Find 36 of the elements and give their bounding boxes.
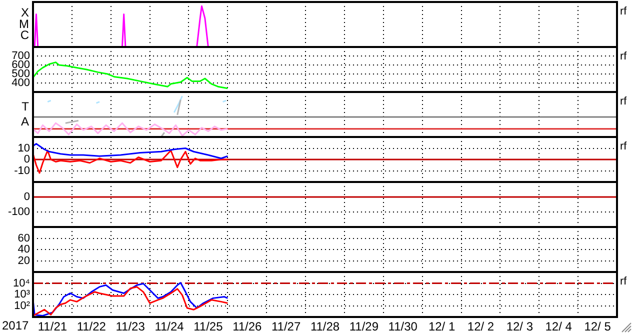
y-tick-label: 40 bbox=[18, 244, 30, 256]
x-tick-label: 11/21 bbox=[38, 320, 68, 334]
text: rf bbox=[620, 6, 628, 18]
x-tick-label: 11/24 bbox=[154, 320, 184, 334]
text: T bbox=[22, 99, 30, 114]
y-tick-label: 400 bbox=[12, 77, 30, 90]
x-tick-label: 12/ 1 bbox=[428, 320, 456, 334]
text: rf bbox=[620, 140, 628, 153]
y-tick-label: 10³ bbox=[14, 288, 30, 301]
y-tick-label: 60 bbox=[18, 232, 30, 244]
text: rf bbox=[620, 276, 628, 288]
y-tick-label: -10 bbox=[14, 164, 30, 177]
text: rf bbox=[620, 96, 628, 108]
x-tick-label: 11/27 bbox=[271, 320, 301, 334]
y-tick-label: 0 bbox=[24, 191, 30, 204]
x-axis-title: 2017 bbox=[2, 318, 30, 332]
x-tick-label: 11/22 bbox=[76, 320, 106, 334]
x-tick-label: 12/ 4 bbox=[545, 320, 572, 334]
x-tick-label: 11/23 bbox=[116, 320, 146, 334]
x-tick-label: 11/26 bbox=[232, 320, 262, 334]
text: C bbox=[20, 28, 30, 42]
y-tick-label: -100 bbox=[8, 206, 30, 218]
x-tick-label: 11/30 bbox=[388, 320, 418, 334]
y-tick-label: 10² bbox=[14, 300, 30, 312]
text: A bbox=[20, 114, 29, 128]
y-tick-label: 20 bbox=[18, 254, 30, 267]
x-tick-label: 12/ 3 bbox=[506, 320, 534, 334]
y-tick-label: 10 bbox=[18, 142, 30, 154]
x-tick-label: 11/29 bbox=[349, 320, 379, 334]
y-tick-label: 0 bbox=[24, 154, 30, 166]
x-tick-label: 11/28 bbox=[310, 320, 340, 334]
x-tick-label: 11/25 bbox=[194, 320, 224, 334]
y-tick-label: 10⁴ bbox=[13, 277, 30, 290]
x-tick-label: 12/ 5 bbox=[584, 320, 612, 334]
x-tick-label: 12/ 2 bbox=[467, 320, 494, 334]
text: rf bbox=[620, 50, 628, 63]
